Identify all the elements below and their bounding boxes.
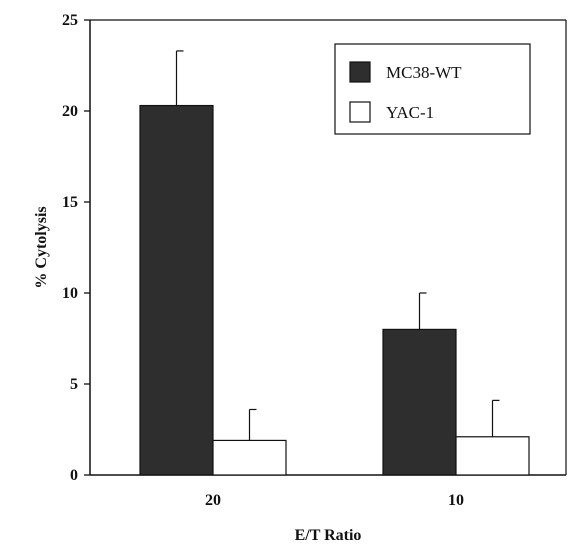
y-axis-ticks: 0 5 10 15 20 25	[62, 12, 90, 484]
legend-label: MC38-WT	[386, 63, 462, 82]
y-tick-label: 15	[62, 194, 78, 211]
bar-yac-1-10	[455, 436, 530, 476]
legend-swatch	[349, 101, 371, 123]
y-tick-label: 5	[70, 376, 78, 393]
x-axis-label: E/T Ratio	[295, 527, 362, 544]
x-axis-ticks: 20 10	[205, 492, 464, 509]
y-tick-label: 20	[62, 103, 78, 120]
bar-yac-1-20	[212, 439, 287, 476]
legend: MC38-WT YAC-1	[334, 43, 531, 135]
bars-group	[139, 104, 530, 476]
y-tick-label: 25	[62, 12, 78, 29]
legend-swatch	[349, 61, 371, 83]
y-tick-label: 10	[62, 285, 78, 302]
legend-label: YAC-1	[386, 103, 434, 122]
bar-mc38-wt-10	[382, 328, 457, 476]
y-tick-label: 0	[70, 467, 78, 484]
y-axis-label: % Cytolysis	[33, 206, 50, 288]
bar-mc38-wt-20	[139, 104, 214, 476]
x-tick-label: 10	[448, 492, 464, 509]
x-tick-label: 20	[205, 492, 221, 509]
error-bars-group	[175, 50, 500, 441]
